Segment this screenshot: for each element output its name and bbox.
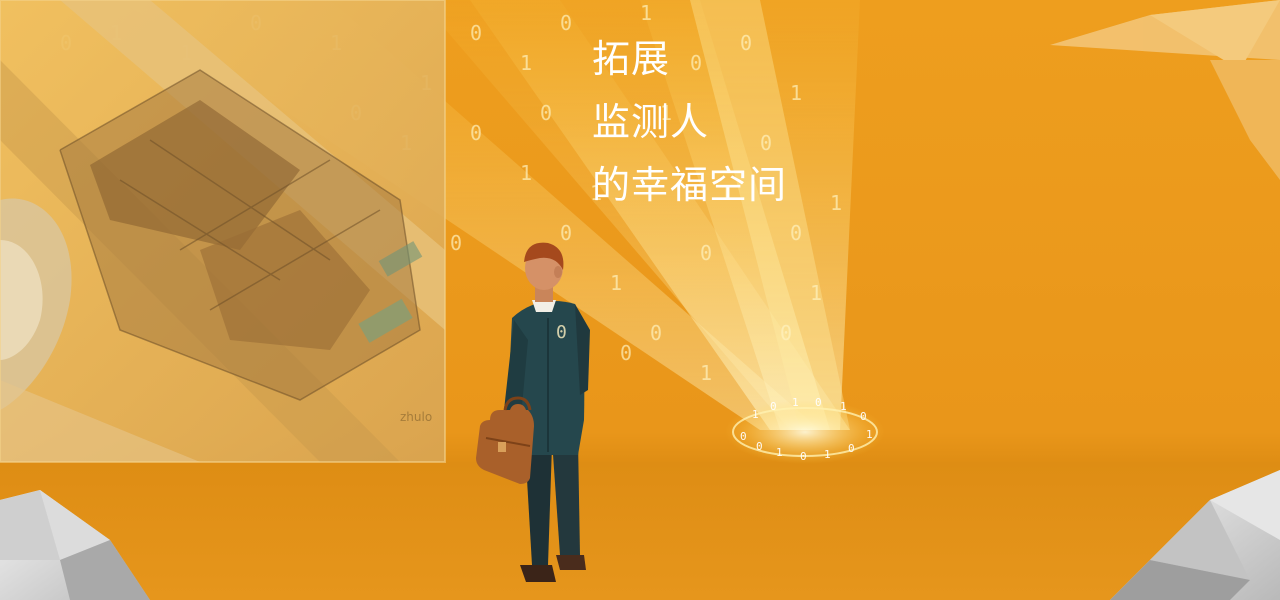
svg-text:1: 1 [792, 396, 799, 409]
svg-text:0: 0 [860, 410, 867, 423]
svg-text:0: 0 [740, 430, 747, 443]
svg-text:1: 1 [810, 281, 822, 305]
svg-text:0: 0 [740, 31, 752, 55]
headline: 拓展 监测人 的幸福空间 [592, 40, 787, 229]
svg-text:1: 1 [520, 51, 532, 75]
svg-text:0: 0 [760, 131, 772, 155]
svg-text:0: 0 [650, 321, 662, 345]
svg-text:1: 1 [824, 448, 831, 461]
svg-text:0: 0 [815, 396, 822, 409]
lowpoly-decoration-bottom-right [1110, 470, 1280, 600]
svg-text:0: 0 [770, 400, 777, 413]
headline-line-3: 的幸福空间 [592, 163, 788, 207]
lowpoly-decoration-bottom-left [0, 490, 150, 600]
svg-text:0: 0 [690, 51, 702, 75]
lowpoly-decoration-top-right [1050, 0, 1280, 180]
svg-text:1: 1 [590, 181, 602, 205]
svg-text:0: 0 [556, 322, 567, 343]
headline-line-2: 监测人 [592, 100, 710, 144]
photo-watermark: zhulo [400, 410, 433, 424]
svg-text:1: 1 [830, 191, 842, 215]
svg-text:1: 1 [700, 361, 712, 385]
svg-text:1: 1 [640, 1, 652, 25]
svg-text:0: 0 [756, 440, 763, 453]
svg-text:1: 1 [840, 400, 847, 413]
svg-text:0: 0 [790, 221, 802, 245]
construction-site-photo [0, 0, 446, 463]
svg-text:1: 1 [720, 181, 732, 205]
svg-text:0: 0 [470, 21, 482, 45]
businessman-figure: 0 [504, 242, 590, 582]
svg-text:0: 0 [470, 121, 482, 145]
svg-text:0: 0 [620, 341, 632, 365]
svg-text:0: 0 [560, 221, 572, 245]
svg-text:1: 1 [660, 101, 672, 125]
svg-text:0: 0 [540, 101, 552, 125]
svg-text:1: 1 [752, 408, 759, 421]
svg-text:0: 0 [450, 231, 462, 255]
svg-text:0: 0 [780, 321, 792, 345]
svg-text:1: 1 [520, 161, 532, 185]
headline-line-1: 拓展 [592, 37, 671, 81]
briefcase-icon [476, 396, 534, 484]
svg-text:0: 0 [700, 241, 712, 265]
svg-text:1: 1 [610, 271, 622, 295]
svg-text:0: 0 [800, 450, 807, 463]
svg-text:1: 1 [790, 81, 802, 105]
floor [0, 462, 1280, 600]
svg-text:0: 0 [848, 442, 855, 455]
svg-text:0: 0 [560, 11, 572, 35]
svg-text:1: 1 [866, 428, 873, 441]
svg-text:1: 1 [776, 446, 783, 459]
